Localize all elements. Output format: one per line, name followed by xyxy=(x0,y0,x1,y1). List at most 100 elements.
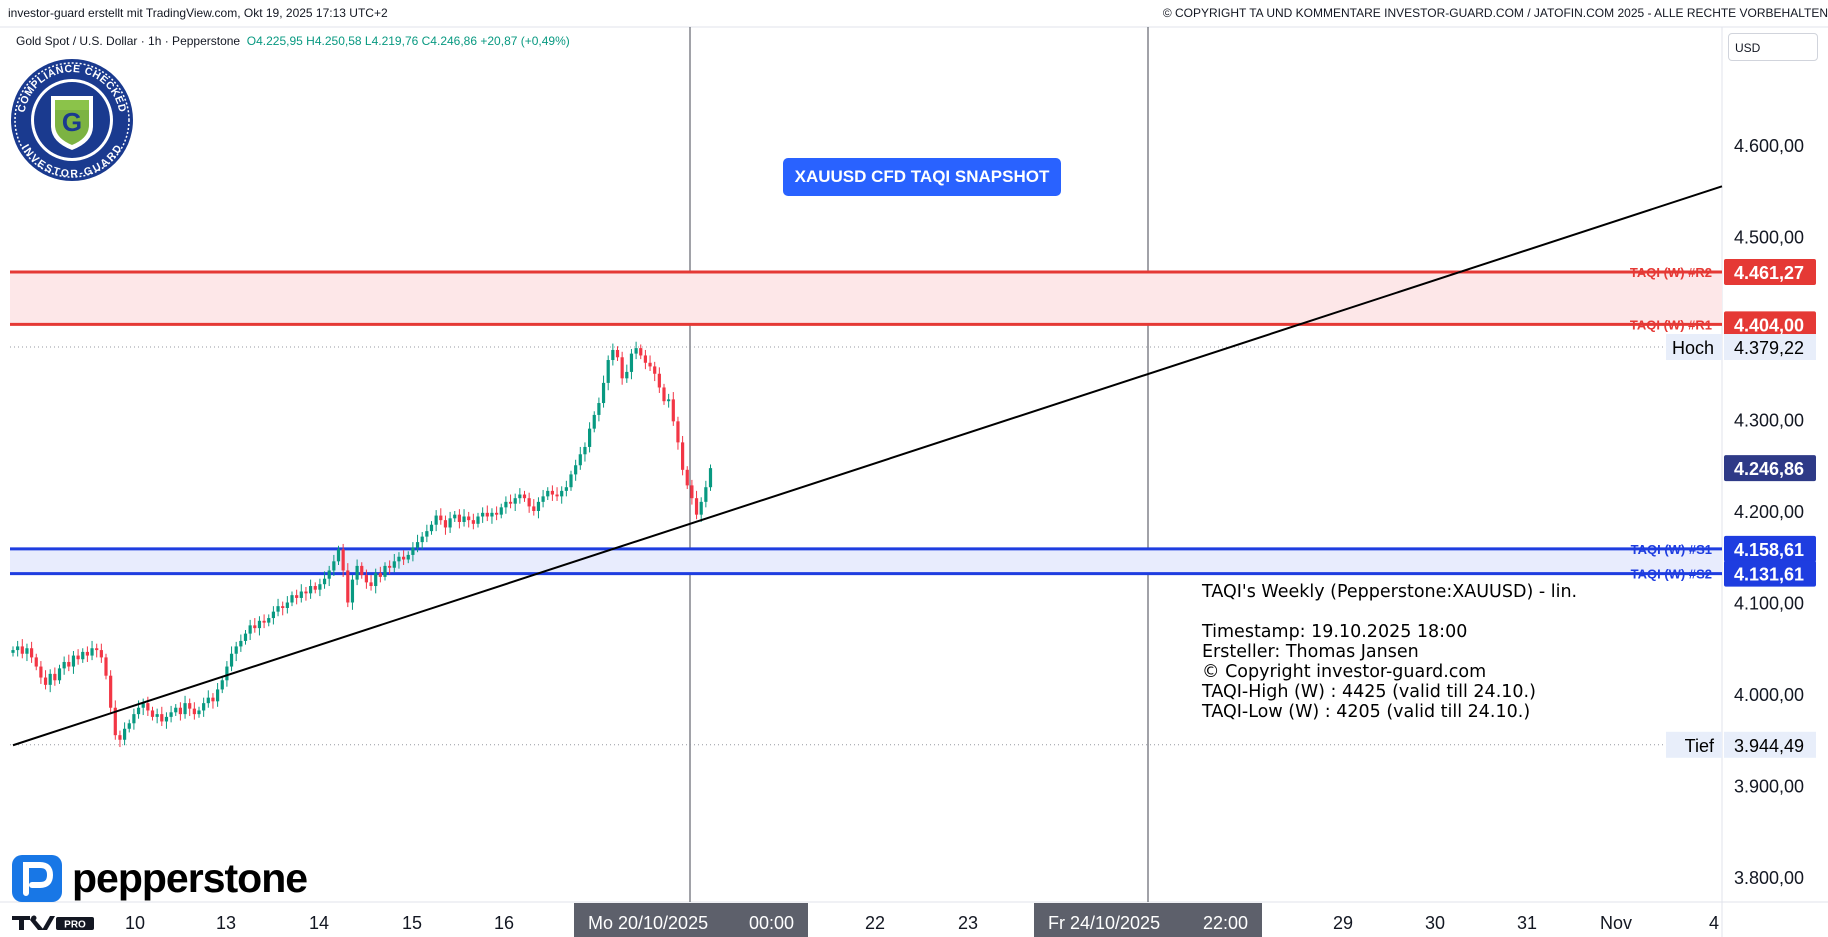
ohlc-change: +20,87 (+0,49%) xyxy=(480,34,570,48)
candle-body xyxy=(499,507,503,515)
candle-body xyxy=(485,512,489,517)
symbol-name: Gold Spot / U.S. Dollar · 1h · Peppersto… xyxy=(16,34,241,48)
candle-body xyxy=(34,657,38,667)
time-highlight-date-mo-20: Mo 20/10/2025 xyxy=(588,913,708,933)
candle-body xyxy=(443,520,448,528)
candle-body xyxy=(629,353,634,372)
snapshot-label[interactable]: XAUUSD CFD TAQI SNAPSHOT xyxy=(783,158,1061,196)
candle-body xyxy=(327,570,331,579)
price-tick-3: 4.200,00 xyxy=(1734,502,1804,522)
candle-body xyxy=(532,506,536,511)
candle-body xyxy=(225,666,229,681)
candle-body xyxy=(271,611,275,619)
candle-body xyxy=(81,651,85,660)
candle-body xyxy=(415,542,420,548)
price-tick-2: 4.300,00 xyxy=(1734,411,1804,431)
candle-body xyxy=(388,565,392,568)
time-tick-11: 4 xyxy=(1709,913,1719,933)
candle-body xyxy=(564,487,568,491)
candle-body xyxy=(229,653,234,667)
candlesticks xyxy=(11,341,713,748)
candle-body xyxy=(383,565,387,577)
candle-body xyxy=(39,666,43,678)
candle-body xyxy=(676,421,680,443)
candle-body xyxy=(583,446,587,455)
candle-body xyxy=(467,516,471,521)
candle-body xyxy=(378,573,382,577)
candle-body xyxy=(662,387,666,402)
candle-body xyxy=(490,512,494,517)
candle-body xyxy=(397,556,401,562)
high-label-bg xyxy=(1666,334,1722,361)
tradingview-logo: PRO xyxy=(12,915,94,931)
candle-body xyxy=(699,501,703,515)
level-label-2: TAQI (W) #S1 xyxy=(1631,542,1712,557)
candle-body xyxy=(369,582,373,587)
candle-body xyxy=(643,355,647,363)
low-label-bg xyxy=(1666,731,1722,758)
candle-body xyxy=(253,625,257,629)
time-axis[interactable]: 10 13 14 15 16 22 23 29 30 31 Nov 4 Mo 20/10/2025 00:… xyxy=(125,903,1719,937)
candle-body xyxy=(429,524,434,532)
candle-body xyxy=(299,591,303,598)
candle-body xyxy=(346,570,350,603)
candle-body xyxy=(160,714,164,722)
level-price-0: 4.461,27 xyxy=(1734,263,1804,283)
candle-body xyxy=(164,716,169,722)
candle-body xyxy=(104,657,108,676)
candle-body xyxy=(648,362,652,367)
ohlc-high: H4.250,58 xyxy=(306,34,362,48)
candle-body xyxy=(536,501,541,511)
candle-body xyxy=(550,490,554,495)
candle-body xyxy=(322,578,327,585)
high-label: Hoch xyxy=(1672,338,1714,358)
candle-body xyxy=(178,707,182,715)
info-author: Ersteller: Thomas Jansen xyxy=(1202,642,1419,662)
candle-body xyxy=(601,382,606,404)
price-axis[interactable]: 4.600,00 4.500,00 4.300,00 4.200,00 4.100,00… xyxy=(1734,136,1804,888)
time-tick-3: 15 xyxy=(402,913,422,933)
candle-body xyxy=(285,602,289,608)
info-annotation[interactable]: TAQI's Weekly (Pepperstone:XAUUSD) - lin… xyxy=(1202,582,1577,722)
candle-body xyxy=(132,714,136,724)
candle-body xyxy=(11,650,15,653)
candle-body xyxy=(109,675,113,708)
candle-body xyxy=(262,620,266,623)
symbol-legend[interactable]: Gold Spot / U.S. Dollar · 1h · Peppersto… xyxy=(16,34,570,48)
candle-body xyxy=(67,661,71,667)
candle-body xyxy=(202,703,206,711)
candle-body xyxy=(336,549,341,562)
info-copyright: © Copyright investor-guard.com xyxy=(1202,662,1487,682)
candle-body xyxy=(457,514,461,522)
candle-body xyxy=(355,565,359,580)
time-tick-8: 30 xyxy=(1425,913,1445,933)
candle-body xyxy=(392,561,396,568)
low-price-tag xyxy=(1724,731,1816,758)
trend-line[interactable] xyxy=(12,185,1723,747)
candle-body xyxy=(30,648,34,658)
candle-body xyxy=(118,735,122,740)
candle-body xyxy=(685,469,689,486)
time-tick-4: 16 xyxy=(494,913,514,933)
candle-body xyxy=(578,454,582,466)
candle-body xyxy=(527,498,531,507)
header-left-text: investor-guard erstellt mit TradingView.… xyxy=(8,6,388,20)
candle-body xyxy=(364,575,368,583)
ohlc-low: L4.219,76 xyxy=(364,34,419,48)
ohlc-open: O4.225,95 xyxy=(246,34,303,48)
level-price-1: 4.404,00 xyxy=(1734,315,1804,335)
candle-body xyxy=(341,549,345,571)
price-tick-6: 3.900,00 xyxy=(1734,777,1804,797)
candle-body xyxy=(634,348,638,354)
candle-body xyxy=(95,648,99,651)
candle-body xyxy=(434,515,438,525)
level-price-tag-2 xyxy=(1724,535,1816,562)
candle-body xyxy=(62,661,66,669)
price-tick-5: 4.000,00 xyxy=(1734,685,1804,705)
candle-body xyxy=(611,349,615,361)
candle-body xyxy=(304,591,308,594)
time-tick-7: 29 xyxy=(1333,913,1353,933)
currency-button[interactable]: USD xyxy=(1728,33,1818,61)
candle-body xyxy=(462,516,466,522)
